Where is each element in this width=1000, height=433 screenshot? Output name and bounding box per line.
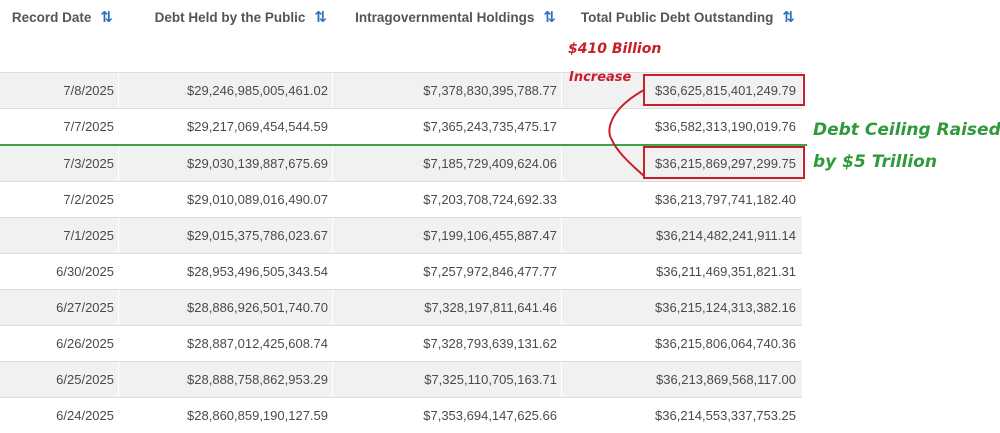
- date-cell: 7/8/2025: [63, 82, 114, 98]
- debt-public-cell: $28,886,926,501,740.70: [187, 299, 328, 315]
- sort-arrows-icon[interactable]: ⇅: [543, 9, 555, 26]
- total-cell: $36,215,869,297,299.75: [655, 155, 796, 171]
- total-cell: $36,211,469,351,821.31: [655, 263, 796, 279]
- date-cell: 7/1/2025: [63, 227, 114, 243]
- debt-ceiling-line: [0, 144, 807, 146]
- header-debt-public-label: Debt Held by the Public: [154, 9, 306, 25]
- debt-public-cell: $28,887,012,425,608.74: [187, 335, 328, 351]
- header-debt-public[interactable]: Debt Held by the Public ⇅: [122, 0, 327, 34]
- debt-public-cell: $28,953,496,505,343.54: [187, 263, 328, 279]
- date-cell: 6/27/2025: [56, 299, 114, 315]
- intragov-cell: $7,353,694,147,625.66: [423, 407, 557, 423]
- table-row: 6/27/2025 $28,886,926,501,740.70 $7,328,…: [0, 289, 802, 325]
- header-total[interactable]: Total Public Debt Outstanding ⇅: [565, 0, 795, 34]
- total-cell: $36,625,815,401,249.79: [655, 82, 796, 98]
- date-cell: 7/3/2025: [63, 155, 114, 171]
- total-cell: $36,213,869,568,117.00: [655, 371, 796, 387]
- date-cell: 6/26/2025: [56, 335, 114, 351]
- bracket-connector: [608, 89, 645, 177]
- table-row: 7/8/2025 $29,246,985,005,461.02 $7,378,8…: [0, 72, 802, 108]
- intragov-cell: $7,199,106,455,887.47: [423, 227, 557, 243]
- date-cell: 6/30/2025: [56, 263, 114, 279]
- debt-public-cell: $29,217,069,454,544.59: [187, 118, 328, 134]
- sort-arrows-icon[interactable]: ⇅: [782, 9, 794, 26]
- table-row: 7/3/2025 $29,030,139,887,675.69 $7,185,7…: [0, 145, 802, 181]
- sort-arrows-icon[interactable]: ⇅: [100, 9, 112, 26]
- debt-public-cell: $29,246,985,005,461.02: [187, 82, 328, 98]
- table-row: 6/30/2025 $28,953,496,505,343.54 $7,257,…: [0, 253, 802, 289]
- intragov-cell: $7,257,972,846,477.77: [423, 263, 557, 279]
- debt-public-cell: $28,860,859,190,127.59: [187, 407, 328, 423]
- ceiling-annotation-line1: Debt Ceiling Raised: [813, 120, 1000, 140]
- total-cell: $36,213,797,741,182.40: [655, 191, 796, 207]
- increase-annotation-line1: $410 Billion: [568, 41, 662, 57]
- intragov-cell: $7,365,243,735,475.17: [423, 118, 557, 134]
- date-cell: 6/25/2025: [56, 371, 114, 387]
- table-row: 7/1/2025 $29,015,375,786,023.67 $7,199,1…: [0, 217, 802, 253]
- intragov-cell: $7,328,793,639,131.62: [423, 335, 557, 351]
- date-cell: 7/7/2025: [63, 118, 114, 134]
- table-row: 6/25/2025 $28,888,758,862,953.29 $7,325,…: [0, 361, 802, 397]
- total-cell: $36,214,553,337,753.25: [655, 407, 796, 423]
- table-row: 7/2/2025 $29,010,089,016,490.07 $7,203,7…: [0, 181, 802, 217]
- table-row: 7/7/2025 $29,217,069,454,544.59 $7,365,2…: [0, 108, 802, 144]
- ceiling-annotation-line2: by $5 Trillion: [813, 152, 937, 172]
- date-cell: 6/24/2025: [56, 407, 114, 423]
- sort-arrows-icon[interactable]: ⇅: [314, 9, 326, 26]
- highlight-box-top: [643, 74, 805, 106]
- header-intragov[interactable]: Intragovernmental Holdings ⇅: [336, 0, 556, 34]
- highlight-box-bottom: [643, 146, 805, 179]
- debt-public-cell: $29,010,089,016,490.07: [187, 191, 328, 207]
- total-cell: $36,215,806,064,740.36: [655, 335, 796, 351]
- intragov-cell: $7,325,110,705,163.71: [424, 371, 557, 387]
- table-row: 6/24/2025 $28,860,859,190,127.59 $7,353,…: [0, 397, 802, 433]
- increase-annotation-line2: Increase: [569, 70, 632, 85]
- header-intragov-label: Intragovernmental Holdings: [355, 9, 535, 25]
- header-total-label: Total Public Debt Outstanding: [580, 9, 774, 25]
- debt-public-cell: $29,015,375,786,023.67: [187, 227, 328, 243]
- table-row: 6/26/2025 $28,887,012,425,608.74 $7,328,…: [0, 325, 802, 361]
- debt-public-cell: $28,888,758,862,953.29: [187, 371, 328, 387]
- intragov-cell: $7,328,197,811,641.46: [424, 299, 557, 315]
- total-cell: $36,214,482,241,911.14: [655, 227, 796, 243]
- header-record-date[interactable]: Record Date ⇅: [0, 0, 113, 34]
- date-cell: 7/2/2025: [63, 191, 114, 207]
- header-record-date-label: Record Date: [11, 9, 92, 25]
- total-cell: $36,582,313,190,019.76: [655, 118, 796, 134]
- debt-public-cell: $29,030,139,887,675.69: [187, 155, 328, 171]
- total-cell: $36,215,124,313,382.16: [655, 299, 796, 315]
- intragov-cell: $7,378,830,395,788.77: [423, 82, 557, 98]
- intragov-cell: $7,185,729,409,624.06: [423, 155, 557, 171]
- intragov-cell: $7,203,708,724,692.33: [423, 191, 557, 207]
